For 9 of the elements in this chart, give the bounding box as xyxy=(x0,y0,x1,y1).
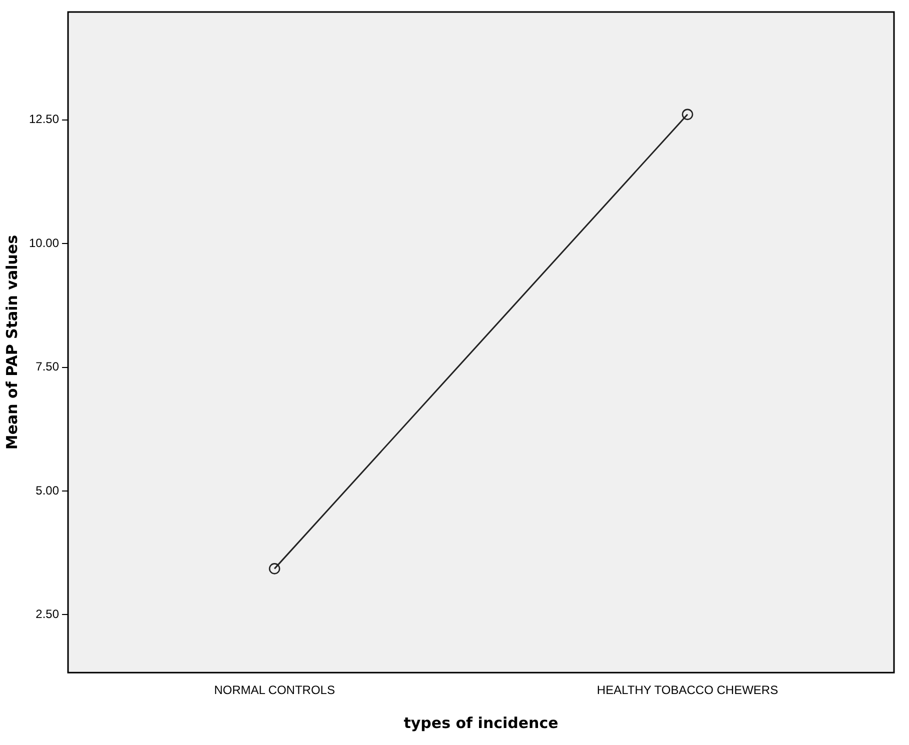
y-tick-label: 10.00 xyxy=(29,236,60,250)
y-tick-label: 12.50 xyxy=(29,112,60,126)
y-tick-label: 7.50 xyxy=(36,360,60,374)
x-tick-label: HEALTHY TOBACCO CHEWERS xyxy=(596,683,778,698)
x-tick-label: NORMAL CONTROLS xyxy=(214,683,335,698)
x-axis-title: types of incidence xyxy=(404,714,558,732)
y-axis-title: Mean of PAP Stain values xyxy=(2,234,21,450)
y-tick-label: 5.00 xyxy=(36,483,60,498)
y-tick-label: 2.50 xyxy=(36,607,60,622)
